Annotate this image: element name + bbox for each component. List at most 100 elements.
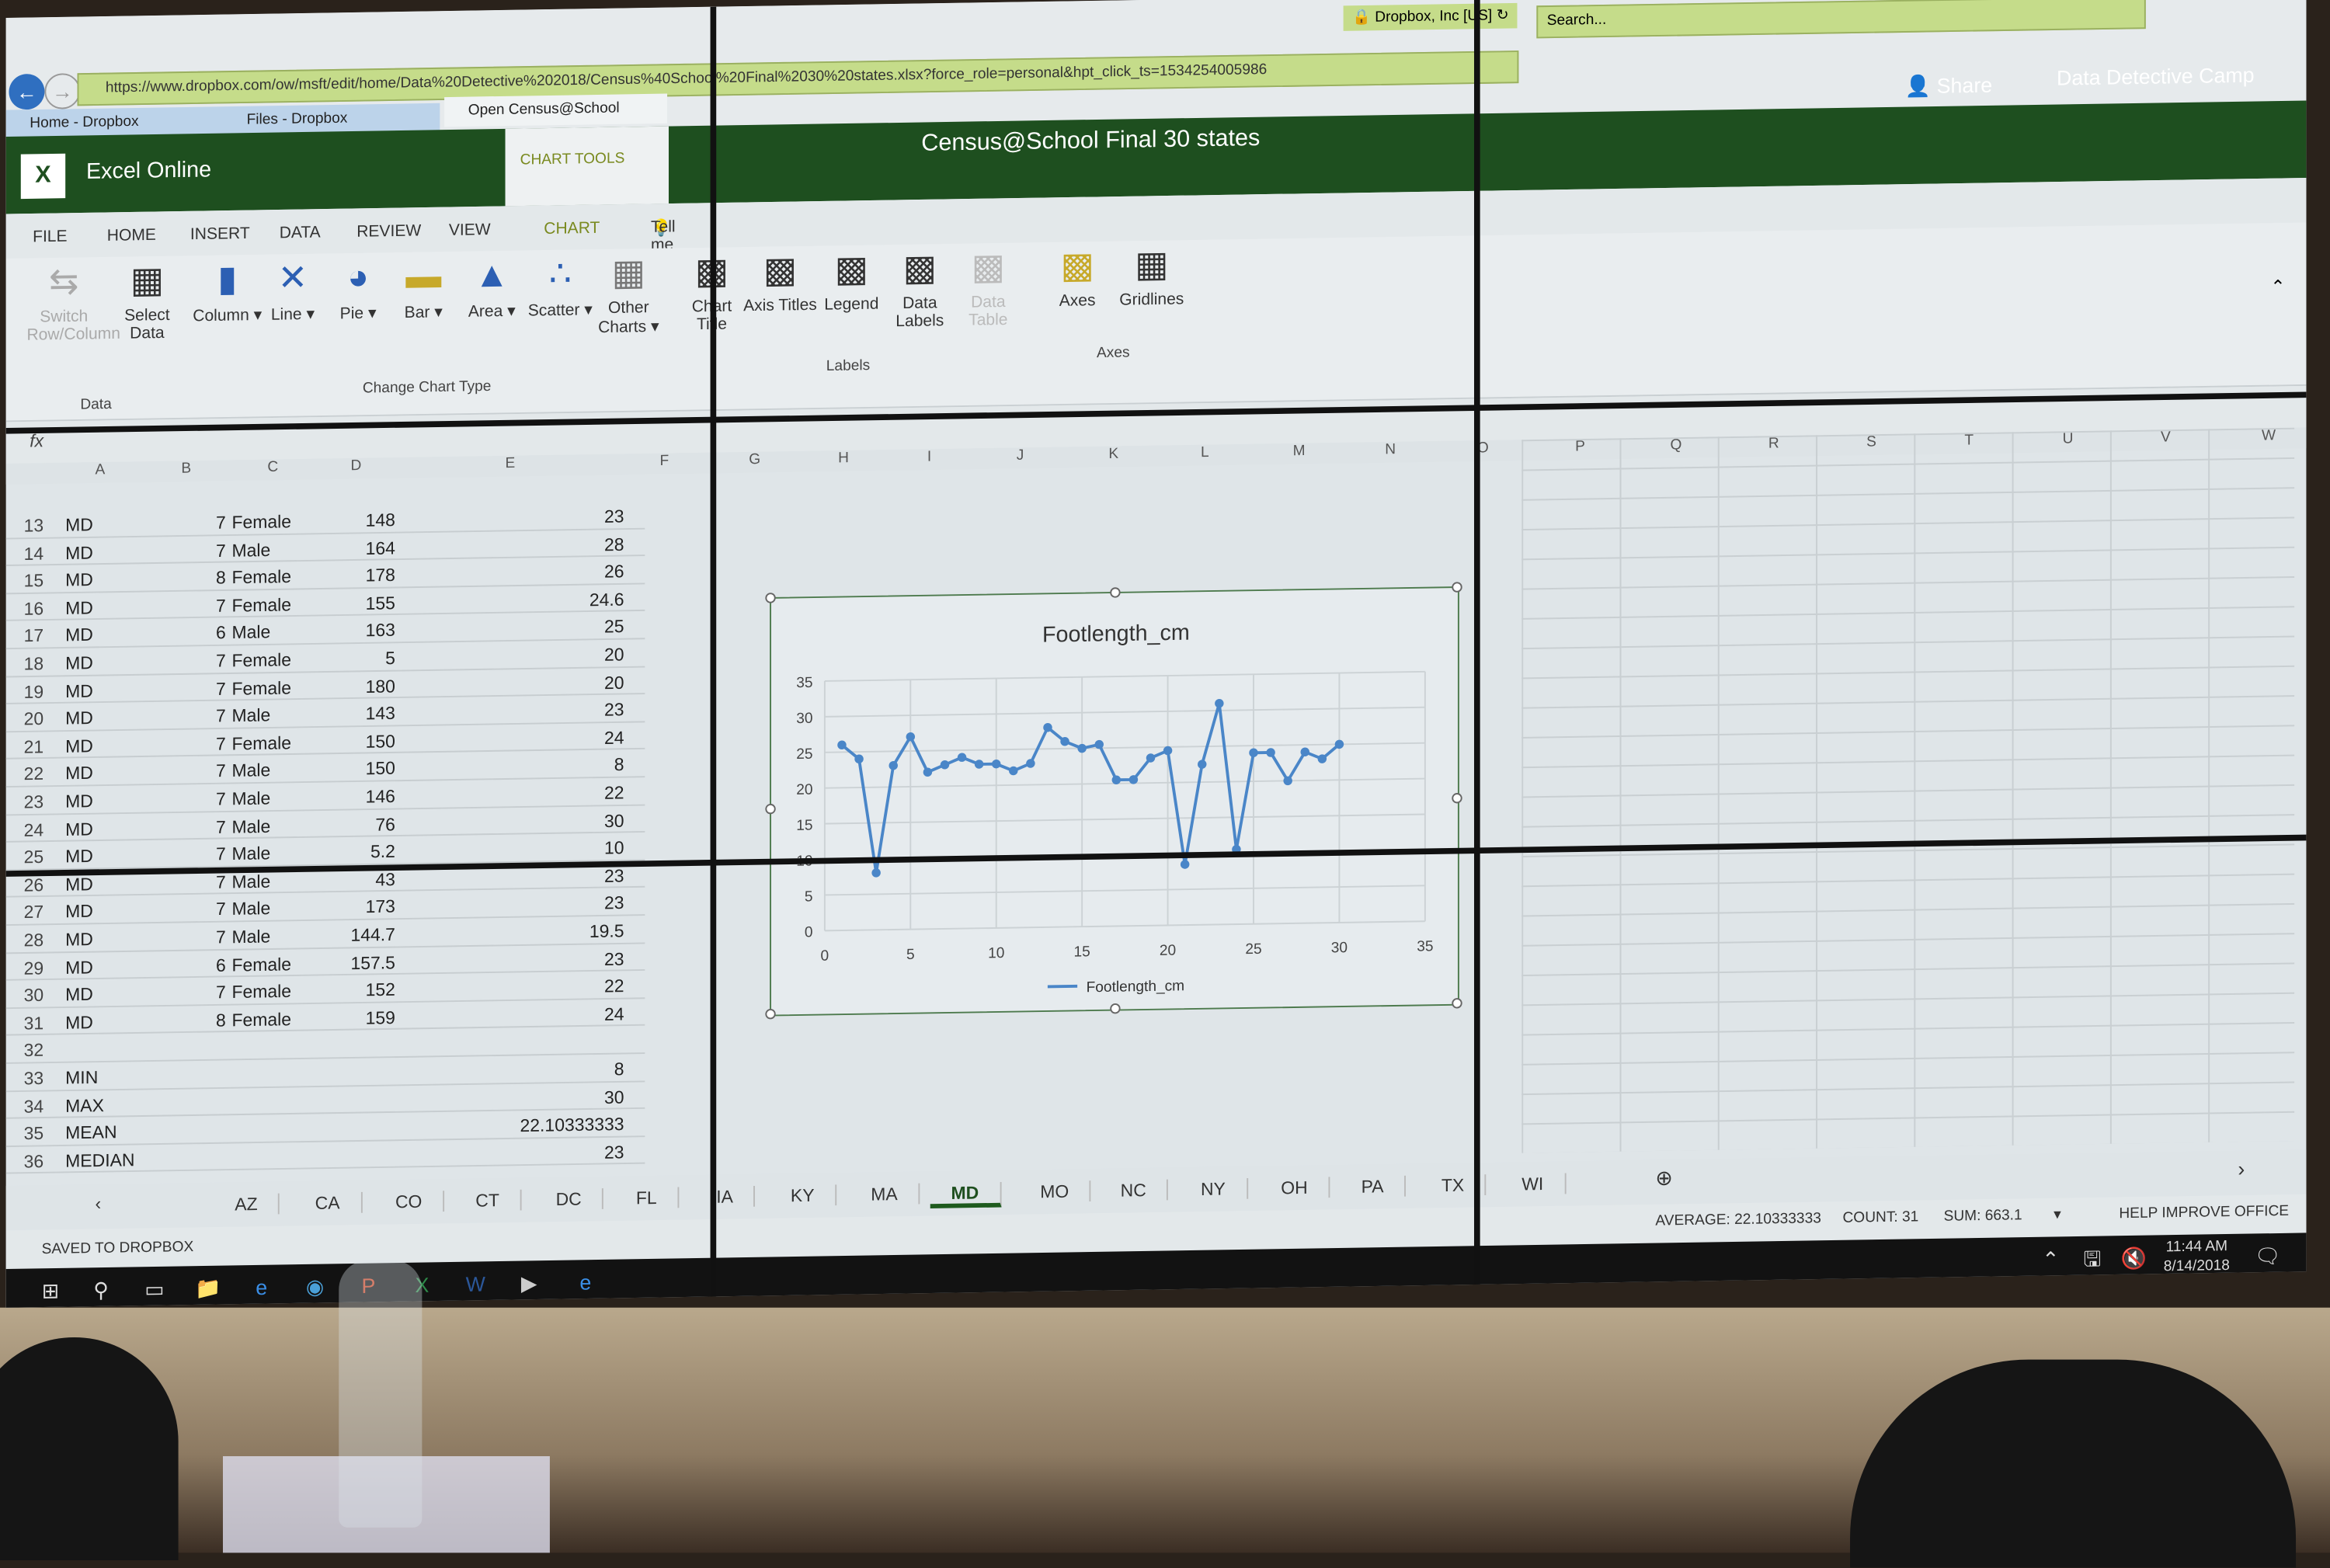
cell-height[interactable]: 180 — [365, 675, 395, 697]
column-header[interactable]: E — [505, 455, 516, 472]
cell-footlength[interactable]: 19.5 — [589, 920, 624, 942]
cell-height[interactable]: 173 — [365, 896, 395, 918]
cell-height[interactable]: 155 — [365, 592, 395, 614]
cell-grade[interactable]: 7 — [216, 899, 226, 920]
chart-title[interactable]: Footlength_cm — [1042, 621, 1190, 648]
media-player-icon[interactable]: ▶ — [520, 1271, 537, 1295]
pie-chart-button[interactable]: ◕ Pie ▾ — [321, 252, 395, 323]
cell-grade[interactable]: 7 — [216, 540, 226, 561]
data-point[interactable] — [1146, 753, 1156, 763]
cell-gender[interactable]: Female — [231, 511, 292, 534]
cell-footlength[interactable]: 28 — [604, 533, 624, 555]
cell-footlength[interactable]: 23 — [604, 892, 624, 914]
sheet-tab-ca[interactable]: CA — [294, 1191, 363, 1215]
tab-open-census[interactable]: Open Census@School Final... × — [444, 93, 668, 149]
cell-grid[interactable]: 13 MD 7 Female 148 23 14 MD 7 Male 164 28 15 MD 8 Femal… — [5, 475, 645, 1175]
sheet-tab-wi[interactable]: WI — [1501, 1173, 1566, 1195]
row-number[interactable]: 13 — [23, 515, 44, 537]
task-view-icon[interactable]: ▭ — [144, 1277, 165, 1302]
cell-height[interactable]: 178 — [365, 565, 395, 586]
cell-gender[interactable]: Male — [231, 898, 271, 920]
site-identity[interactable]: 🔒 Dropbox, Inc [US] ↻ — [1343, 2, 1518, 31]
sheet-tab-co[interactable]: CO — [374, 1191, 445, 1213]
column-header[interactable]: N — [1385, 441, 1396, 459]
row-number[interactable]: 19 — [23, 680, 44, 702]
row-number[interactable]: 29 — [23, 957, 44, 979]
column-header[interactable]: H — [838, 450, 849, 468]
sheet-tab-ky[interactable]: KY — [770, 1184, 837, 1207]
cell-state[interactable]: MEDIAN — [65, 1149, 135, 1172]
status-dropdown-icon[interactable]: ▾ — [2054, 1207, 2061, 1224]
cell-state[interactable]: MD — [65, 708, 93, 729]
cell-height[interactable]: 5 — [385, 647, 395, 669]
row-number[interactable]: 31 — [23, 1012, 44, 1034]
row-number[interactable]: 25 — [23, 847, 44, 868]
cell-gender[interactable]: Male — [231, 621, 271, 644]
axis-titles-button[interactable]: ▩ Axis Titles — [743, 246, 818, 316]
data-point[interactable] — [1334, 739, 1344, 749]
row-number[interactable]: 30 — [23, 985, 44, 1007]
internet-explorer-icon[interactable]: e — [256, 1275, 268, 1299]
tab-data[interactable]: DATA — [279, 224, 321, 243]
data-point[interactable] — [1317, 754, 1327, 763]
cell-state[interactable]: MD — [65, 541, 93, 564]
cell-footlength[interactable]: 23 — [604, 1141, 624, 1163]
column-header[interactable]: K — [1108, 446, 1119, 463]
chart[interactable]: Footlength_cm051015202530350510152025303… — [765, 582, 1462, 1020]
document-title[interactable]: Census@School Final 30 states — [921, 126, 1261, 157]
row-number[interactable]: 16 — [23, 597, 44, 620]
cell-height[interactable]: 159 — [365, 1007, 395, 1028]
cell-grade[interactable]: 7 — [216, 982, 226, 1003]
data-point[interactable] — [1060, 737, 1069, 746]
data-point[interactable] — [1300, 747, 1310, 756]
data-point[interactable] — [906, 732, 916, 742]
address-bar[interactable]: https://www.dropbox.com/ow/msft/edit/hom… — [77, 50, 1519, 106]
data-point[interactable] — [1180, 860, 1190, 869]
data-point[interactable] — [1283, 776, 1292, 786]
cell-state[interactable]: MD — [65, 928, 93, 951]
row-number[interactable]: 24 — [23, 819, 44, 840]
word-icon[interactable]: W — [465, 1271, 485, 1296]
cell-grade[interactable]: 8 — [216, 567, 226, 589]
tab-review[interactable]: REVIEW — [356, 222, 422, 242]
cell-state[interactable]: MD — [65, 846, 93, 867]
cell-grade[interactable]: 7 — [216, 677, 226, 699]
tab-chart[interactable]: CHART — [544, 219, 600, 238]
cell-state[interactable]: MD — [65, 791, 93, 812]
cell-height[interactable]: 163 — [365, 620, 395, 641]
forward-icon[interactable]: → — [44, 73, 81, 110]
data-point[interactable] — [889, 761, 898, 770]
cell-grade[interactable]: 7 — [216, 733, 226, 755]
sheet-tab-ma[interactable]: MA — [850, 1183, 920, 1205]
tab-file[interactable]: FILE — [33, 228, 68, 247]
data-point[interactable] — [1128, 775, 1139, 784]
cell-gender[interactable]: Female — [231, 981, 292, 1003]
tab-insert[interactable]: INSERT — [190, 224, 250, 244]
column-header[interactable]: B — [181, 461, 192, 478]
cell-height[interactable]: 150 — [365, 758, 395, 780]
volume-muted-icon[interactable]: 🔇 — [2120, 1246, 2147, 1271]
data-point[interactable] — [1198, 760, 1207, 769]
scroll-right-icon[interactable]: › — [2238, 1156, 2245, 1180]
collapse-ribbon-icon[interactable]: ⌃ — [2270, 276, 2286, 297]
search-icon[interactable]: ⚲ — [93, 1278, 109, 1302]
resize-handle[interactable] — [1110, 1003, 1121, 1014]
clock[interactable]: 11:44 AM 8/14/2018 — [2163, 1238, 2230, 1275]
row-number[interactable]: 26 — [23, 874, 44, 895]
data-point[interactable] — [974, 760, 984, 769]
resize-handle[interactable] — [765, 1008, 776, 1020]
cell-height[interactable]: 146 — [365, 785, 395, 808]
cell-footlength[interactable]: 8 — [614, 1059, 624, 1080]
cell-state[interactable]: MD — [65, 818, 93, 840]
row-number[interactable]: 22 — [23, 763, 44, 785]
cell-height[interactable]: 43 — [375, 868, 395, 890]
cell-footlength[interactable]: 22 — [604, 975, 624, 997]
cell-footlength[interactable]: 8 — [614, 754, 624, 776]
data-point[interactable] — [1163, 746, 1173, 756]
data-point[interactable] — [991, 759, 1001, 769]
notifications-icon[interactable]: 🗨 — [2254, 1243, 2281, 1268]
axes-button[interactable]: ▩ Axes — [1040, 241, 1115, 311]
sheet-tab-oh[interactable]: OH — [1260, 1177, 1330, 1199]
data-point[interactable] — [1249, 748, 1258, 758]
cell-state[interactable]: MD — [65, 680, 93, 702]
